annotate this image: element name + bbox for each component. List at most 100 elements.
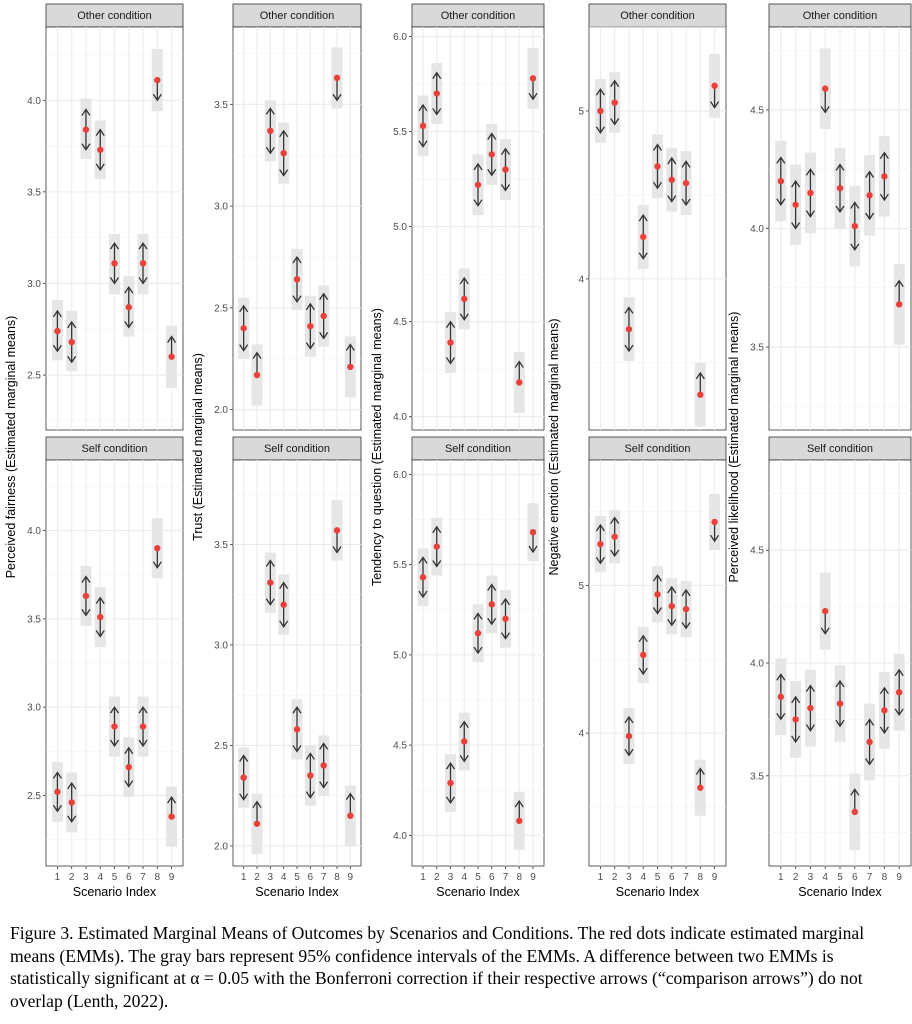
comparison-arrow-up-head [652, 573, 663, 582]
comparison-arrow-up-head [265, 559, 275, 567]
comparison-arrow-down-head [667, 618, 677, 627]
comparison-arrow-up-head [500, 147, 511, 156]
emm-point [502, 166, 509, 173]
comparison-arrow-down-head [279, 169, 289, 177]
comparison-arrow-up-head [487, 583, 497, 591]
comparison-arrow-up-head [681, 160, 691, 168]
comparison-arrow-up-head [865, 718, 875, 726]
emm-point [597, 107, 604, 115]
comparison-arrow-down-head [459, 313, 469, 321]
emm-point [807, 189, 814, 197]
panel-self: Self condition 2.0 2.5 3.0 3.5 1 2 3 4 5 6 7 8 9 [214, 436, 362, 883]
emm-point [419, 574, 427, 581]
comparison-arrow-up-head [95, 596, 105, 605]
emm-point [139, 723, 147, 730]
comparison-arrow-down-head [652, 181, 663, 190]
emm-point [866, 738, 873, 746]
comparison-arrow-up-head [95, 128, 105, 136]
comparison-arrow-down-head [681, 198, 691, 207]
emm-point [347, 812, 354, 819]
facet-strip-label: Self condition [264, 443, 330, 455]
panel-other: Other condition 2.5 3.0 3.5 4.0 [27, 3, 184, 431]
comparison-arrow-down-head [432, 108, 442, 116]
x-tick-label: 2 [793, 872, 799, 883]
y-tick-label: 4.0 [750, 224, 764, 235]
facet-strip-label: Self condition [445, 443, 511, 455]
y-tick-label: 4.5 [750, 105, 764, 116]
comparison-arrow-down-head [791, 222, 801, 230]
comparison-arrow-down-head [239, 344, 249, 352]
comparison-arrow-up-head [894, 279, 904, 288]
comparison-arrow-up-head [681, 588, 691, 597]
emm-point [881, 707, 888, 714]
emm-point [668, 602, 675, 610]
emm-point [502, 615, 509, 622]
y-tick-label: 3.0 [27, 279, 41, 290]
comparison-arrow-down-head [52, 344, 62, 353]
comparison-arrow-up-head [500, 597, 511, 606]
comparison-arrow-down-head [624, 344, 634, 353]
y-tick-label: 2.5 [214, 303, 228, 314]
y-tick-label: 3.5 [27, 614, 41, 625]
comparison-arrow-up-head [345, 792, 355, 801]
y-tick-label: 6.0 [393, 470, 407, 481]
x-tick-label: 5 [655, 872, 661, 883]
comparison-arrow-down-head [879, 726, 889, 735]
comparison-arrow-up-head [791, 179, 801, 188]
emm-point [611, 533, 618, 540]
emm-point [697, 391, 704, 398]
emm-point [253, 371, 261, 379]
figure-caption: Figure 3. Estimated Marginal Means of Ou… [10, 923, 865, 1011]
emm-point [777, 177, 785, 185]
comparison-arrow-down-head [109, 277, 120, 285]
comparison-arrow-down-head [500, 184, 511, 192]
y-tick-label: 4.5 [750, 546, 764, 557]
x-tick-label: 4 [640, 872, 646, 883]
facet-strip-label: Self condition [624, 443, 690, 455]
comparison-arrow-up-head [124, 746, 134, 755]
comparison-arrow-down-head [292, 745, 302, 753]
x-tick-label: 4 [281, 872, 287, 883]
emm-point [461, 295, 468, 303]
comparison-arrow-up-head [805, 168, 815, 176]
emm-point [240, 325, 247, 332]
emm-point [447, 339, 454, 346]
comparison-arrow-up-head [345, 343, 355, 351]
emm-point [54, 788, 61, 796]
emm-point [881, 173, 888, 180]
comparison-arrow-up-head [894, 668, 904, 677]
emm-point [640, 233, 647, 241]
comparison-arrow-down-head [805, 210, 815, 218]
emm-point [682, 605, 690, 613]
comparison-arrow-up-head [791, 695, 801, 704]
x-tick-label: 8 [882, 872, 888, 883]
comparison-arrow-up-head [459, 720, 469, 729]
panel-other: Other condition 3.5 4.0 4.5 [750, 3, 912, 431]
emm-point [333, 527, 341, 534]
comparison-arrow-down-head [332, 546, 342, 554]
comparison-arrow-down-head [152, 561, 162, 569]
comparison-arrow-down-head [894, 708, 904, 717]
comparison-arrow-up-head [624, 715, 634, 724]
comparison-arrow-up-head [239, 304, 249, 313]
comparison-arrow-up-head [595, 523, 605, 532]
y-axis-title: Tendency to question (Estimated marginal… [370, 308, 384, 586]
y-tick-label: 3.5 [27, 187, 41, 198]
emm-point [895, 689, 903, 696]
emm-point [125, 304, 132, 311]
emm-point [625, 326, 633, 333]
y-tick-label: 3.0 [214, 202, 228, 213]
emm-point [697, 784, 704, 791]
emm-point [419, 122, 427, 130]
comparison-arrow-down-head [138, 739, 148, 748]
y-tick-label: 5.5 [393, 127, 407, 138]
emm-point [516, 379, 523, 386]
x-tick-label: 6 [852, 872, 858, 883]
comparison-arrow-up-head [865, 170, 875, 178]
x-tick-label: 9 [896, 872, 902, 883]
emm-point [625, 732, 633, 740]
comparison-arrow-up-head [445, 761, 456, 770]
comparison-arrow-down-head [487, 168, 497, 177]
y-tick-label: 2.0 [214, 405, 228, 416]
facet-strip-label: Other condition [620, 10, 695, 22]
